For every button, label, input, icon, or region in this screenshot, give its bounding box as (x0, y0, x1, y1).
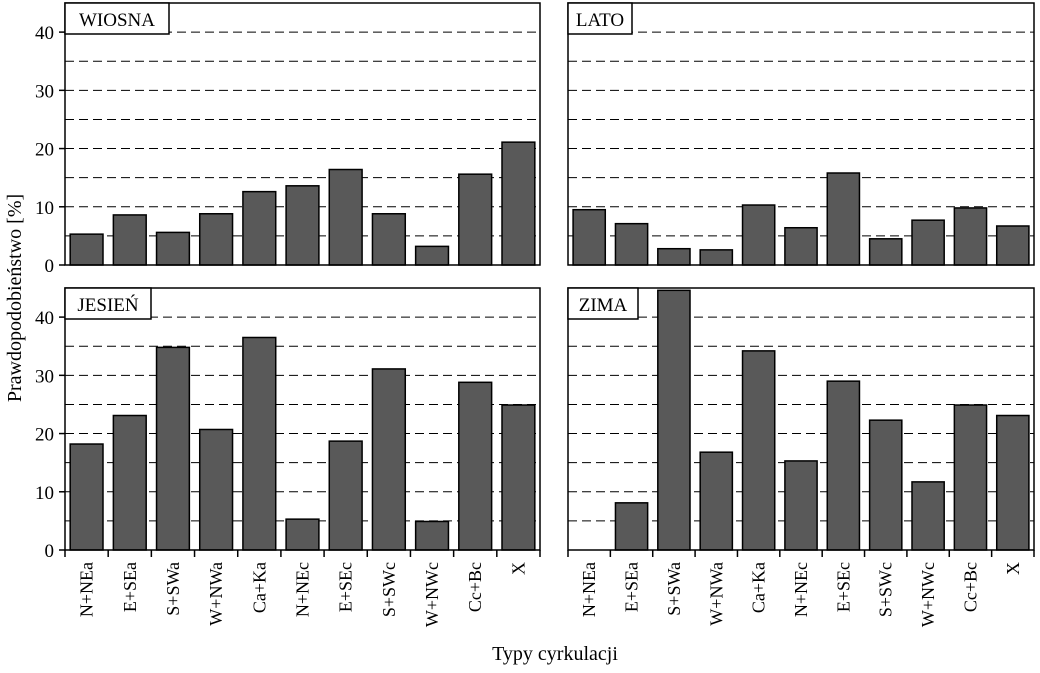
y-tick-label: 10 (35, 198, 54, 219)
x-tick-label: N+NEc (293, 562, 313, 617)
panel-zima: ZIMA N+NEa E+SEa S+SWa W+NWa Ca+Ka N+NEc E+SEc S… (567, 287, 1035, 627)
bar-N+NEc (285, 518, 320, 551)
bar-N+NEc (784, 226, 818, 266)
bar-E+SEa (614, 222, 649, 266)
bar-S+SWc (371, 368, 407, 551)
bar-N+NEa (69, 443, 104, 551)
bar-E+SEc (328, 168, 363, 266)
y-tick-label: 0 (45, 256, 55, 277)
bar-S+SWa (657, 247, 691, 266)
x-tick-label: X (508, 562, 528, 575)
x-tick-label: W+NWc (918, 562, 938, 627)
x-tick-label: E+SEa (120, 562, 140, 612)
y-tick-label: 0 (45, 541, 55, 562)
bar-N+NEa (572, 208, 607, 266)
bar-S+SWc (371, 213, 407, 266)
y-tick-label: 20 (35, 140, 54, 161)
x-tick-label: E+SEc (336, 562, 356, 612)
bar-S+SWc (868, 238, 903, 266)
season-label-box (567, 2, 633, 35)
bar-E+SEc (826, 172, 861, 266)
season-label: LATO (576, 10, 624, 31)
y-tick-label: 10 (35, 483, 54, 504)
x-tick-label: E+SEc (833, 562, 853, 612)
bar-W+NWa (198, 428, 234, 551)
panel-jesień: JESIEŃ 0 10 20 30 40 N+NEa E+SEa S+SWa W+NWa Ca+Ka… (35, 287, 541, 627)
bar-Cc+Bc (953, 207, 988, 266)
x-tick-label: E+SEa (622, 562, 642, 612)
bar-W+NWa (699, 249, 734, 266)
plot-frame (567, 287, 1035, 551)
bar-W+NWc (911, 219, 945, 266)
x-tick-label: S+SWc (379, 562, 399, 617)
bar-Cc+Bc (458, 173, 493, 266)
bar-W+NWa (198, 213, 234, 266)
x-tick-label: N+NEc (791, 562, 811, 617)
bar-E+SEc (826, 380, 861, 551)
season-label-box (567, 287, 639, 320)
x-tick-label: Cc+Bc (960, 562, 980, 612)
bar-Cc+Bc (953, 404, 988, 551)
bar-S+SWa (155, 231, 191, 266)
bar-E+SEc (328, 440, 363, 551)
x-tick-label: S+SWc (876, 562, 896, 617)
season-label-box (64, 287, 152, 320)
x-tick-label: Ca+Ka (249, 562, 269, 613)
bar-Ca+Ka (741, 204, 776, 266)
season-label: ZIMA (579, 295, 628, 316)
y-tick-label: 40 (35, 23, 54, 44)
bar-X (501, 404, 536, 551)
bar-W+NWc (414, 520, 450, 551)
panels-group: WIOSNA 0 10 20 30 40 LATO JESIEŃ 0 10 20 30 40 N+NEa E… (35, 2, 1035, 627)
bar-S+SWa (155, 346, 191, 551)
bar-E+SEa (614, 502, 649, 551)
bar-S+SWa (657, 289, 691, 551)
x-tick-label: S+SWa (163, 562, 183, 616)
x-tick-label: N+NEa (77, 562, 97, 617)
y-tick-label: 40 (35, 308, 54, 329)
x-tick-label: W+NWa (706, 562, 726, 626)
plot-frame (567, 2, 1035, 266)
y-tick-label: 20 (35, 425, 54, 446)
plot-frame (64, 287, 541, 551)
season-label: JESIEŃ (77, 294, 139, 316)
bar-S+SWc (868, 419, 903, 551)
y-tick-label: 30 (35, 81, 54, 102)
season-label: WIOSNA (79, 10, 155, 31)
bar-Ca+Ka (741, 350, 776, 551)
bar-Cc+Bc (458, 381, 493, 551)
bar-W+NWc (911, 481, 945, 551)
bar-E+SEa (112, 414, 147, 551)
x-tick-label: X (1003, 562, 1023, 575)
x-tick-label: N+NEa (579, 562, 599, 617)
x-axis-label: Typy cyrkulacji (492, 643, 618, 665)
x-tick-label: S+SWa (664, 562, 684, 616)
bar-Ca+Ka (242, 336, 277, 551)
bar-N+NEc (784, 460, 818, 551)
x-tick-label: W+NWa (206, 562, 226, 626)
plot-frame (64, 2, 541, 266)
x-tick-label: Cc+Bc (465, 562, 485, 612)
x-tick-label: Ca+Ka (749, 562, 769, 613)
panel-lato: LATO (567, 2, 1035, 266)
y-tick-label: 30 (35, 366, 54, 387)
bar-X (995, 225, 1030, 266)
bar-X (995, 414, 1030, 551)
bar-N+NEc (285, 185, 320, 266)
bar-E+SEa (112, 214, 147, 266)
season-label-box (64, 2, 170, 35)
bar-N+NEa (69, 233, 104, 266)
y-axis-label: Prawdopodobieństwo [%] (4, 194, 26, 402)
bar-W+NWc (414, 245, 450, 266)
x-tick-label: W+NWc (422, 562, 442, 627)
bar-Ca+Ka (242, 190, 277, 266)
bar-X (501, 141, 536, 266)
bar-W+NWa (699, 451, 734, 551)
panel-wiosna: WIOSNA 0 10 20 30 40 (35, 2, 541, 277)
